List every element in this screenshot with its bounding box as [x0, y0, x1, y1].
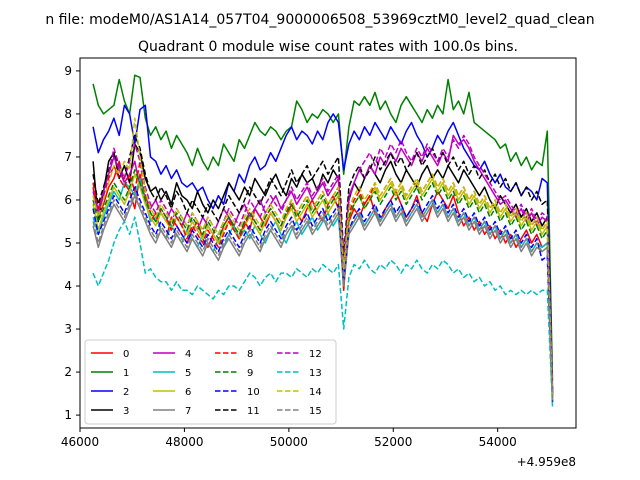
y-axis: 1 2 3 4 5 6 7 8 9 [64, 64, 80, 422]
legend-label-0: 0 [123, 349, 129, 360]
series-line-1 [92, 74, 554, 381]
figure-suptitle: n file: modeM0/AS1A14_057T04_9000006508_… [45, 12, 594, 28]
x-tick-label: 48000 [165, 435, 203, 449]
legend-label-2: 2 [123, 387, 129, 398]
legend-label-15: 15 [309, 406, 322, 417]
legend-label-3: 3 [123, 406, 129, 417]
y-tick-label: 8 [64, 107, 72, 121]
series-line-14 [92, 117, 554, 398]
x-tick-label: 54000 [479, 435, 517, 449]
series-line-10 [92, 186, 554, 403]
y-tick-label: 4 [64, 279, 72, 293]
legend-label-1: 1 [123, 368, 129, 379]
legend-label-13: 13 [309, 368, 322, 379]
series-line-6 [92, 173, 554, 398]
series-line-4 [92, 134, 554, 394]
x-axis: 46000 48000 50000 52000 54000 [61, 428, 517, 449]
legend-label-4: 4 [185, 349, 191, 360]
y-tick-label: 6 [64, 193, 72, 207]
series-line-2 [92, 104, 554, 390]
y-tick-label: 9 [64, 64, 72, 78]
series-line-11 [92, 134, 554, 394]
y-tick-label: 5 [64, 236, 72, 250]
series-line-7 [92, 194, 554, 403]
x-tick-label: 52000 [374, 435, 412, 449]
legend-label-8: 8 [247, 349, 253, 360]
series-line-12 [92, 134, 554, 394]
legend-label-6: 6 [185, 387, 191, 398]
legend-label-14: 14 [309, 387, 322, 398]
legend-label-10: 10 [247, 387, 260, 398]
legend-label-5: 5 [185, 368, 191, 379]
x-offset-label: +4.959e8 [517, 455, 576, 469]
series-line-9 [92, 169, 554, 398]
legend-label-7: 7 [185, 406, 191, 417]
plot-series [92, 74, 554, 407]
series-line-13 [92, 216, 554, 407]
legend-label-11: 11 [247, 406, 260, 417]
y-tick-label: 1 [64, 408, 72, 422]
y-tick-label: 7 [64, 150, 72, 164]
x-tick-label: 50000 [270, 435, 308, 449]
legend-label-12: 12 [309, 349, 322, 360]
y-tick-label: 3 [64, 322, 72, 336]
legend-box [84, 339, 337, 425]
legend-label-9: 9 [247, 368, 253, 379]
x-tick-label: 46000 [61, 435, 99, 449]
series-line-3 [92, 143, 554, 398]
series-line-15 [92, 190, 554, 403]
chart-title: Quadrant 0 module wise count rates with … [138, 39, 518, 55]
y-tick-label: 2 [64, 365, 72, 379]
